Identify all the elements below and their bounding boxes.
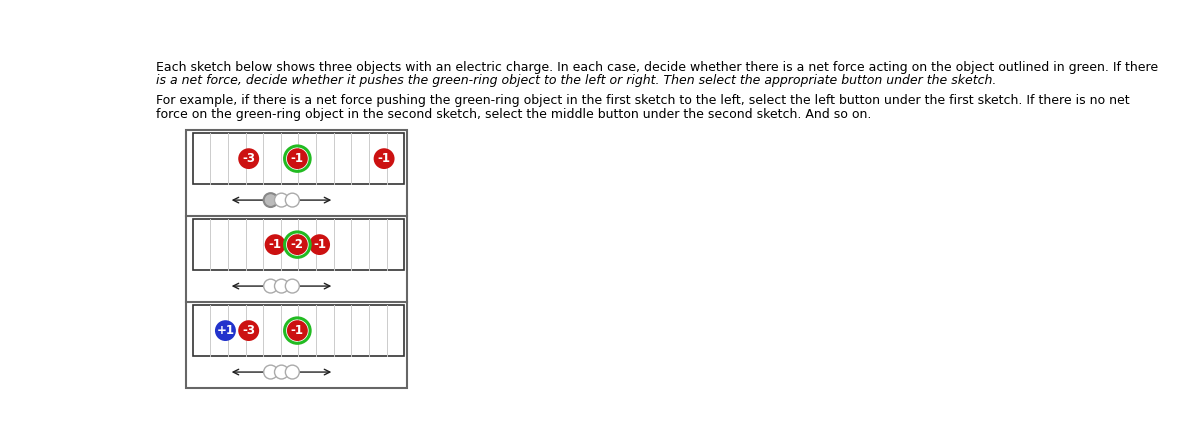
Ellipse shape	[286, 365, 299, 379]
Bar	[186, 130, 407, 388]
Ellipse shape	[310, 234, 330, 255]
Bar	[193, 305, 404, 356]
Text: -3: -3	[242, 324, 256, 337]
Ellipse shape	[286, 279, 299, 293]
Ellipse shape	[287, 234, 308, 255]
Ellipse shape	[264, 279, 277, 293]
Ellipse shape	[287, 320, 308, 341]
Ellipse shape	[275, 193, 288, 207]
Ellipse shape	[264, 365, 277, 379]
Ellipse shape	[239, 148, 259, 169]
Text: -2: -2	[290, 238, 304, 251]
Ellipse shape	[287, 148, 308, 169]
Text: For example, if there is a net force pushing the green-ring object in the first : For example, if there is a net force pus…	[156, 94, 1130, 107]
Ellipse shape	[275, 365, 288, 379]
Ellipse shape	[286, 193, 299, 207]
Ellipse shape	[215, 320, 236, 341]
Text: Each sketch below shows three objects with an electric charge. In each case, dec: Each sketch below shows three objects wi…	[156, 60, 1158, 73]
Text: +1: +1	[216, 324, 234, 337]
Ellipse shape	[275, 279, 288, 293]
Text: -1: -1	[313, 238, 326, 251]
Text: force on the green-ring object in the second sketch, select the middle button un: force on the green-ring object in the se…	[156, 108, 871, 121]
Text: -1: -1	[290, 324, 304, 337]
Text: -1: -1	[269, 238, 282, 251]
Ellipse shape	[239, 320, 259, 341]
Text: is a net force, decide whether it pushes the green-ring object to the left or ri: is a net force, decide whether it pushes…	[156, 74, 996, 88]
Text: -1: -1	[378, 152, 391, 165]
Text: -3: -3	[242, 152, 256, 165]
Ellipse shape	[373, 148, 395, 169]
Ellipse shape	[265, 234, 286, 255]
Ellipse shape	[264, 193, 277, 207]
Bar	[193, 133, 404, 184]
Bar	[193, 219, 404, 271]
Text: -1: -1	[290, 152, 304, 165]
